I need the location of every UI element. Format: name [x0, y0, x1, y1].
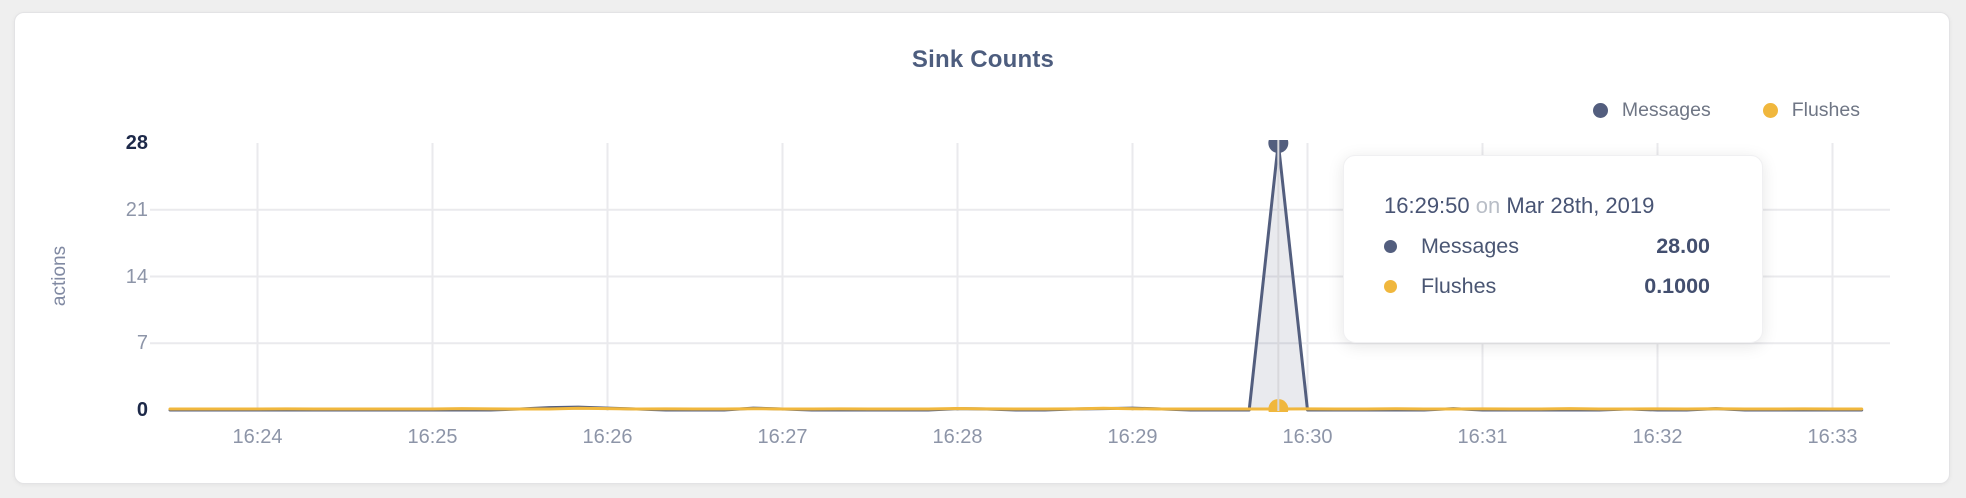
legend-item-flushes[interactable]: Flushes [1762, 99, 1860, 122]
y-tick-label-21: 21 [125, 198, 148, 221]
y-tick-label-0: 0 [136, 399, 148, 421]
x-tick-label-16:27: 16:27 [757, 426, 808, 448]
tooltip-messages-dot-icon [1384, 240, 1397, 253]
tooltip-flushes-dot-icon [1384, 280, 1397, 293]
legend-label: Messages [1621, 99, 1711, 121]
x-tick-label-16:32: 16:32 [1632, 426, 1683, 448]
legend-label: Flushes [1791, 99, 1860, 121]
chart-title: Sink Counts [911, 46, 1055, 73]
flushes-line [168, 406, 1864, 411]
x-tick-label-16:29: 16:29 [1107, 426, 1158, 448]
tooltip-time: 16:29:50 [1384, 193, 1470, 218]
tooltip-row-flushes: Flushes 0.1000 [1384, 274, 1710, 299]
tooltip-connector: on [1475, 193, 1501, 218]
x-tick-label-16:33: 16:33 [1807, 426, 1858, 448]
tooltip-date: Mar 28th, 2019 [1506, 193, 1655, 218]
legend-messages-dot-icon [1592, 103, 1608, 118]
y-tick-label-14: 14 [125, 265, 148, 288]
legend: Messages Flushes [1592, 99, 1860, 122]
legend-flushes-dot-icon [1762, 103, 1778, 118]
tooltip-row-messages: Messages 28.00 [1384, 234, 1710, 259]
x-tick-label-16:30: 16:30 [1282, 426, 1333, 448]
x-tick-label-16:28: 16:28 [932, 426, 983, 448]
x-tick-label-16:25: 16:25 [407, 426, 458, 448]
tooltip-series-value: 0.1000 [1644, 274, 1710, 298]
hover-tooltip: 16:29:50 on Mar 28th, 2019 Messages 28.00… [1343, 155, 1763, 343]
y-tick-label-7: 7 [136, 332, 148, 355]
legend-item-messages[interactable]: Messages [1592, 99, 1711, 122]
y-tick-label-28: 28 [125, 132, 148, 154]
x-tick-label-16:24: 16:24 [232, 426, 283, 448]
tooltip-header: 16:29:50 on Mar 28th, 2019 [1384, 193, 1710, 219]
tooltip-series-label: Messages [1421, 234, 1519, 258]
tooltip-series-label: Flushes [1421, 274, 1497, 298]
x-tick-label-16:31: 16:31 [1457, 426, 1508, 448]
tooltip-series-value: 28.00 [1656, 234, 1710, 258]
x-tick-label-16:26: 16:26 [582, 426, 633, 448]
